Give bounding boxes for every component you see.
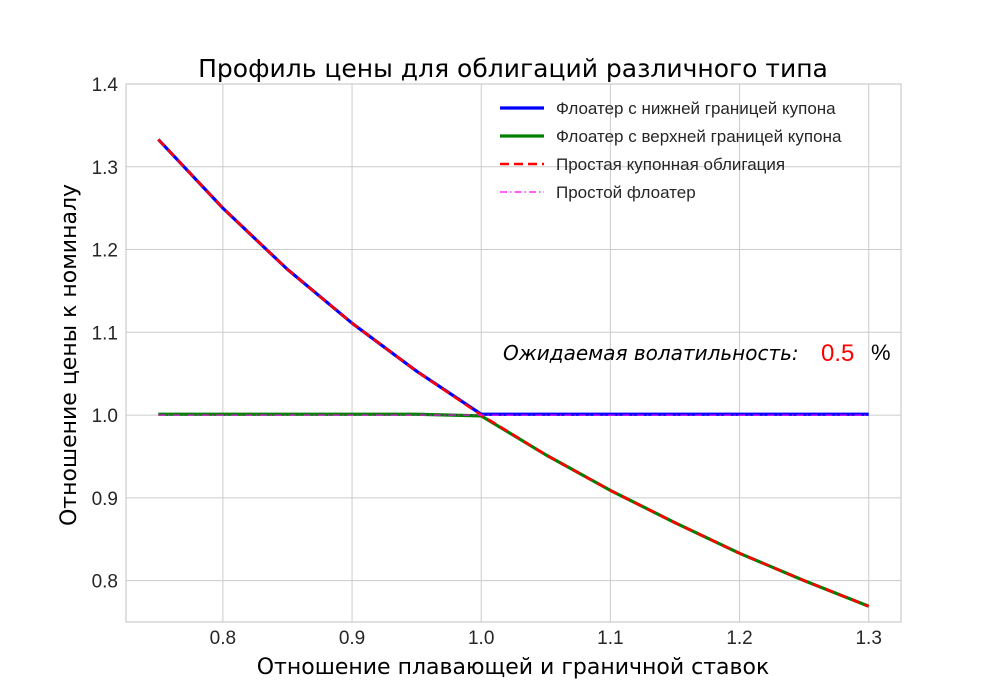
volatility-value: 0.5 [821,340,854,367]
chart-title: Профиль цены для облигаций различного ти… [198,54,828,83]
plot-frame [125,83,902,623]
legend-label-4: Простой флоатер [556,183,696,202]
y-tick-label: 1.4 [92,75,119,96]
volatility-unit: % [871,340,891,365]
y-tick-label: 1.3 [92,158,118,179]
legend-label-2: Флоатер с верхней границей купона [556,127,842,146]
y-tick-label: 1.2 [92,241,118,262]
legend-label-1: Флоатер с нижней границей купона [556,99,836,118]
y-tick-label: 0.8 [92,572,118,593]
y-tick-label: 1.1 [92,323,118,344]
y-tick-labels: 0.8 0.9 1.0 1.1 1.2 1.3 1.4 [92,75,119,593]
y-tick-label: 1.0 [92,406,118,427]
x-tick-label: 1.2 [726,628,752,649]
y-tick-label: 0.9 [92,489,118,510]
series-lines [157,138,870,608]
legend: Флоатер с нижней границей купона Флоатер … [500,99,842,202]
volatility-label: Ожидаемая волатильность: [503,341,799,365]
x-tick-labels: 0.8 0.9 1.0 1.1 1.2 1.3 [210,628,882,649]
x-tick-label: 1.1 [597,628,623,649]
x-tick-label: 1.3 [855,628,881,649]
x-axis-label: Отношение плавающей и граничной ставок [257,655,770,680]
x-tick-label: 1.0 [468,628,494,649]
volatility-annotation: Ожидаемая волатильность: 0.5 % [503,340,891,367]
y-axis-label: Отношение цены к номиналу [57,184,82,526]
legend-label-3: Простая купонная облигация [556,155,785,174]
x-tick-label: 0.9 [339,628,365,649]
plot-area [126,84,901,622]
series-line-3 [157,138,870,608]
x-tick-label: 0.8 [210,628,236,649]
